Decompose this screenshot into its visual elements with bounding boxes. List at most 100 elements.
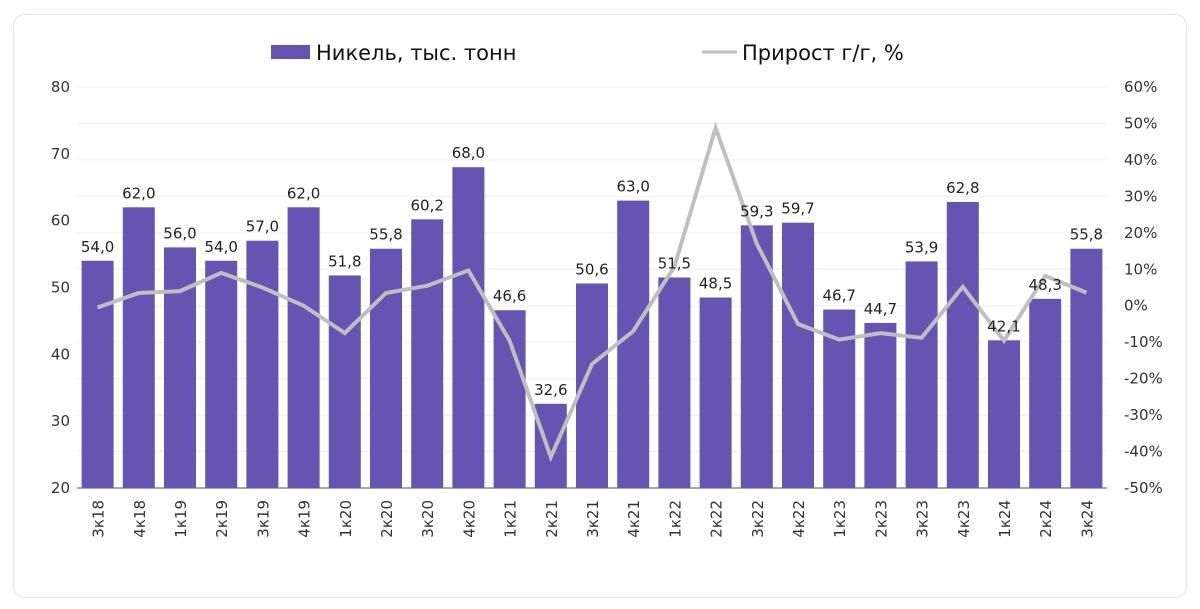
- bar-value-label: 54,0: [81, 238, 114, 256]
- right-axis-tick: 30%: [1124, 187, 1157, 205]
- bar: [122, 207, 155, 489]
- bar-value-label: 46,7: [822, 287, 855, 305]
- right-axis-tick: -50%: [1124, 479, 1163, 497]
- x-axis-tick: 4к18: [131, 500, 149, 538]
- bar-value-label: 48,3: [1028, 276, 1061, 294]
- x-axis-tick: 4к23: [955, 500, 973, 538]
- x-axis-tick: 4к19: [296, 500, 314, 538]
- growth-line: [96, 121, 1088, 463]
- right-axis-tick: -30%: [1124, 406, 1163, 424]
- x-axis-tick: 3к21: [584, 500, 602, 538]
- right-axis-tick: -10%: [1124, 333, 1163, 351]
- bar: [988, 340, 1020, 488]
- bar-value-label: 44,7: [864, 300, 897, 318]
- bar: [1029, 298, 1062, 488]
- x-axis-tick: 1к23: [831, 500, 849, 538]
- left-y-axis: 20 30 40 50 60 70 80: [51, 78, 70, 497]
- line-series-growth: [96, 121, 1088, 463]
- left-axis-tick: 30: [51, 412, 70, 430]
- x-axis-tick: 3к18: [90, 500, 108, 538]
- left-axis-tick: 40: [51, 345, 70, 363]
- x-axis-tick: 4к21: [625, 500, 643, 538]
- bar-value-label: 42,1: [987, 317, 1020, 335]
- right-axis-tick: 20%: [1124, 224, 1157, 242]
- bar: [81, 260, 114, 488]
- right-axis-tick: -20%: [1124, 370, 1163, 388]
- x-axis-tick: 3к20: [419, 500, 437, 538]
- bar: [246, 240, 279, 488]
- bar: [164, 247, 196, 488]
- bar-value-label: 68,0: [452, 144, 485, 162]
- bar: [534, 403, 567, 488]
- x-axis-tick: 4к22: [790, 500, 808, 538]
- bar-value-label: 62,8: [946, 179, 979, 197]
- left-axis-tick: 60: [51, 212, 70, 230]
- x-axis-tick: 2к24: [1037, 500, 1055, 538]
- bar: [699, 297, 732, 488]
- right-axis-tick: 10%: [1124, 260, 1157, 278]
- bar-value-label: 50,6: [575, 260, 608, 278]
- right-axis-tick: 50%: [1124, 114, 1157, 132]
- right-axis-tick: 60%: [1124, 78, 1157, 96]
- x-axis-tick: 3к22: [749, 500, 767, 538]
- bar-value-label: 60,2: [410, 196, 443, 214]
- bar: [370, 248, 402, 488]
- bar-value-label: 62,0: [122, 184, 155, 202]
- bar-value-label: 51,5: [658, 254, 691, 272]
- bar-data-labels: 54,0 62,0 56,0 54,0 57,0 62,0 51,8 55,8 60,2 68,0…: [81, 144, 1103, 399]
- x-axis-tick: 2к20: [378, 500, 396, 538]
- bar: [617, 200, 650, 488]
- bar-value-label: 62,0: [287, 184, 320, 202]
- legend-line-label: Прирост г/г, %: [742, 41, 904, 65]
- bar-value-label: 53,9: [905, 238, 938, 256]
- bar-series-nickel: [81, 167, 1103, 489]
- x-axis-tick: 3к19: [254, 500, 272, 538]
- x-axis-tick: 1к24: [996, 500, 1014, 538]
- legend: Никель, тыс. тонн Прирост г/г, %: [271, 41, 904, 65]
- x-axis: 3к18 4к18 1к19 2к19 3к19 4к19 1к20 2к20 3к20 4к20…: [90, 500, 1097, 538]
- legend-bar-label: Никель, тыс. тонн: [316, 41, 516, 65]
- left-axis-tick: 50: [51, 279, 70, 297]
- bar-value-label: 59,3: [740, 202, 773, 220]
- x-axis-tick: 4к20: [460, 500, 478, 538]
- x-axis-tick: 2к19: [213, 500, 231, 538]
- bar-value-label: 48,5: [699, 275, 732, 293]
- x-axis-tick: 1к21: [502, 500, 520, 538]
- bar-value-label: 32,6: [534, 381, 567, 399]
- bar: [946, 201, 979, 488]
- x-axis-tick: 1к20: [337, 500, 355, 538]
- bar-value-label: 54,0: [204, 238, 237, 256]
- x-axis-tick: 1к22: [666, 500, 684, 538]
- right-axis-tick: 0%: [1124, 297, 1148, 315]
- bar: [864, 322, 897, 488]
- x-axis-tick: 3к23: [914, 500, 932, 538]
- bar-value-label: 56,0: [163, 224, 196, 242]
- bar: [205, 260, 238, 488]
- bar-value-label: 63,0: [616, 178, 649, 196]
- bar: [452, 167, 485, 488]
- x-axis-tick: 1к19: [172, 500, 190, 538]
- bar-value-label: 57,0: [246, 218, 279, 236]
- bar-value-label: 55,8: [1070, 226, 1103, 244]
- bar: [658, 277, 691, 488]
- x-axis-tick: 2к23: [872, 500, 890, 538]
- bar: [411, 219, 444, 488]
- legend-bar-swatch-icon: [271, 45, 310, 59]
- x-axis-tick: 2к21: [543, 500, 561, 538]
- x-axis-tick: 3к24: [1078, 500, 1096, 538]
- bar-value-label: 46,6: [493, 287, 526, 305]
- bar-value-label: 51,8: [328, 252, 361, 270]
- left-axis-tick: 80: [51, 78, 70, 96]
- bar: [905, 261, 938, 488]
- bar: [782, 222, 814, 488]
- x-axis-tick: 2к22: [708, 500, 726, 538]
- right-y-axis: -50% -40% -30% -20% -10% 0% 10% 20% 30% 40% 50% 60%: [1124, 78, 1163, 497]
- bar-value-label: 55,8: [369, 226, 402, 244]
- bar: [328, 275, 361, 488]
- left-axis-tick: 20: [51, 479, 70, 497]
- bar: [1070, 248, 1103, 488]
- right-axis-tick: -40%: [1124, 443, 1163, 461]
- bar: [740, 225, 773, 488]
- right-axis-tick: 40%: [1124, 151, 1157, 169]
